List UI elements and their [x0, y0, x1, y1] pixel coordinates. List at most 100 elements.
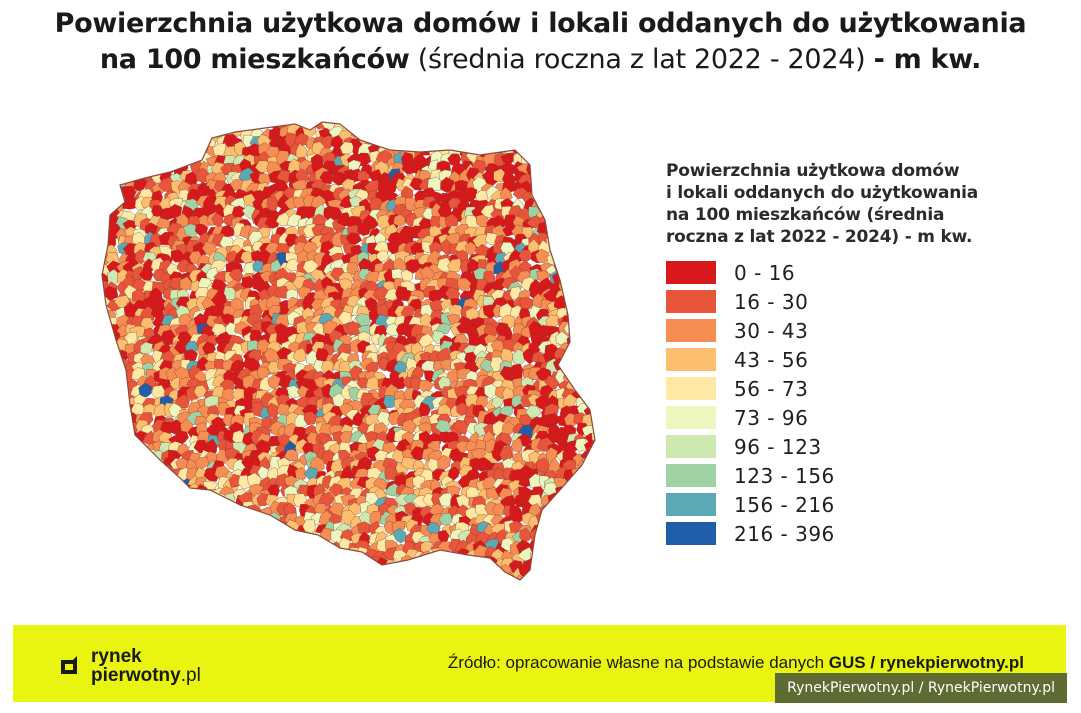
gmina-cell	[207, 582, 220, 597]
gmina-cell	[117, 488, 132, 502]
gmina-cell	[102, 519, 103, 533]
gmina-cell	[193, 531, 207, 546]
gmina-cell	[476, 122, 492, 133]
logo-icon	[61, 656, 77, 674]
gmina-cell	[584, 206, 595, 220]
gmina-cell	[359, 122, 374, 128]
gmina-cell	[149, 152, 164, 168]
gmina-cell	[361, 589, 375, 600]
gmina-cell	[585, 221, 595, 239]
gmina-cell	[571, 236, 586, 250]
gmina-cell	[590, 122, 595, 133]
gmina-cell	[298, 539, 312, 555]
gmina-cell	[417, 586, 433, 599]
gmina-cell	[543, 173, 561, 189]
gmina-cell	[116, 161, 132, 179]
gmina-cell	[573, 258, 588, 274]
gmina-cell	[493, 576, 508, 580]
gmina-cell	[113, 525, 127, 538]
gmina-cell	[280, 528, 296, 542]
gmina-cell	[140, 469, 156, 484]
gmina-cell	[158, 501, 173, 519]
gmina-cell	[139, 268, 154, 281]
gmina-cell	[474, 122, 488, 125]
gmina-cell	[195, 538, 211, 554]
gmina-cell	[102, 503, 103, 517]
gmina-cell	[268, 535, 281, 549]
gmina-cell	[116, 557, 132, 572]
gmina-cell	[159, 159, 176, 174]
gmina-cell	[254, 538, 272, 555]
gmina-cell	[589, 579, 595, 580]
gmina-cell	[243, 513, 258, 527]
gmina-cell	[538, 585, 553, 598]
gmina-cell	[222, 532, 236, 548]
gmina-cell	[534, 122, 551, 129]
gmina-cell	[411, 134, 426, 150]
gmina-cell	[549, 156, 565, 168]
gmina-cell	[312, 122, 325, 123]
gmina-cell	[102, 132, 104, 148]
gmina-cell	[594, 547, 595, 563]
gmina-cell	[314, 568, 328, 580]
gmina-cell	[188, 526, 204, 544]
gmina-cell	[121, 438, 137, 453]
legend-swatch	[666, 464, 716, 487]
gmina-cell	[581, 191, 595, 205]
gmina-cell	[589, 541, 595, 552]
gmina-cell	[474, 566, 490, 580]
gmina-cell	[448, 122, 464, 123]
gmina-cell	[589, 122, 595, 124]
gmina-cell	[374, 579, 390, 580]
gmina-cell	[169, 122, 184, 134]
gmina-cell	[560, 359, 576, 372]
gmina-cell	[132, 476, 148, 492]
gmina-cell	[545, 122, 560, 128]
gmina-cell	[564, 124, 578, 139]
gmina-cell	[170, 110, 184, 120]
gmina-cell	[90, 490, 100, 504]
gmina-cell	[90, 279, 100, 292]
gmina-cell	[102, 404, 114, 422]
gmina-cell	[102, 135, 114, 149]
legend-swatch	[666, 261, 716, 284]
gmina-cell	[492, 135, 504, 150]
gmina-cell	[450, 557, 465, 571]
gmina-cell	[296, 586, 311, 600]
gmina-cell	[130, 582, 144, 598]
gmina-cell	[102, 336, 113, 349]
gmina-cell	[115, 583, 129, 597]
source-note: Źródło: opracowanie własne na podstawie …	[448, 653, 1024, 673]
gmina-cell	[515, 134, 532, 149]
gmina-cell	[90, 166, 102, 178]
gmina-cell	[565, 197, 581, 211]
gmina-cell	[105, 578, 121, 580]
logo[interactable]: rynek pierwotny.pl	[57, 647, 201, 685]
gmina-cell	[358, 559, 375, 573]
gmina-cell	[133, 468, 149, 483]
gmina-cell	[594, 177, 595, 193]
gmina-cell	[346, 572, 362, 580]
gmina-cell	[140, 341, 153, 356]
gmina-cell	[573, 575, 588, 580]
gmina-cell	[231, 571, 243, 580]
gmina-cell	[480, 575, 495, 580]
title-bold-part2: na 100 mieszkańców	[99, 44, 410, 75]
gmina-cell	[537, 169, 552, 182]
gmina-cell	[404, 565, 418, 580]
gmina-cell	[580, 141, 595, 158]
gmina-cell	[90, 209, 101, 222]
gmina-cell	[179, 569, 193, 580]
gmina-cell	[108, 415, 122, 429]
gmina-cell	[139, 161, 153, 176]
gmina-cell	[102, 199, 105, 216]
gmina-cell	[555, 252, 569, 265]
gmina-cell	[572, 274, 587, 290]
gmina-cell	[102, 160, 109, 176]
gmina-cell	[286, 542, 301, 556]
gmina-cell	[591, 210, 595, 223]
legend-item: 30 - 43	[666, 316, 996, 345]
gmina-cell	[117, 432, 131, 449]
gmina-cell	[584, 333, 595, 349]
gmina-cell	[215, 546, 230, 562]
